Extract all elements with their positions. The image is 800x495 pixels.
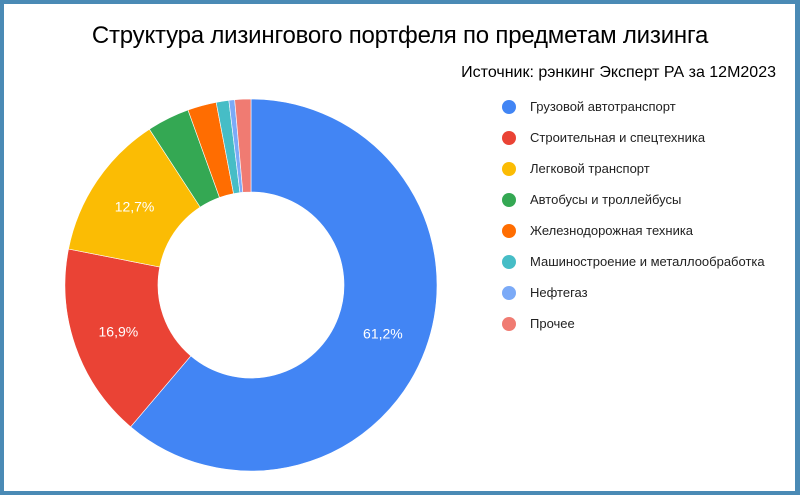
legend-dot-icon	[502, 162, 516, 176]
legend-dot-icon	[502, 193, 516, 207]
donut-value-labels: 61,2% 16,9% 12,7%	[99, 198, 403, 341]
donut-slice[interactable]	[64, 248, 192, 428]
legend-label: Автобусы и троллейбусы	[530, 192, 682, 207]
slice-value-label: 61,2%	[363, 325, 403, 341]
donut-slice[interactable]	[234, 98, 252, 193]
legend-dot-icon	[502, 286, 516, 300]
donut-slices	[64, 98, 438, 472]
legend-item-buses[interactable]: Автобусы и троллейбусы	[502, 190, 765, 221]
chart-subtitle: Источник: рэнкинг Эксперт РА за 12М2023	[461, 64, 776, 81]
legend-dot-icon	[502, 317, 516, 331]
legend-item-machinery[interactable]: Машиностроение и металлообработка	[502, 252, 765, 283]
chart-legend: Грузовой автотранспорт Строительная и сп…	[502, 97, 765, 345]
legend-label: Нефтегаз	[530, 285, 588, 300]
legend-item-cars[interactable]: Легковой транспорт	[502, 159, 765, 190]
legend-label: Машиностроение и металлообработка	[530, 254, 765, 269]
legend-label: Грузовой автотранспорт	[530, 99, 676, 114]
legend-item-railway[interactable]: Железнодорожная техника	[502, 221, 765, 252]
legend-item-trucks[interactable]: Грузовой автотранспорт	[502, 97, 765, 128]
legend-item-oilgas[interactable]: Нефтегаз	[502, 283, 765, 314]
legend-dot-icon	[502, 100, 516, 114]
chart-title: Структура лизингового портфеля по предме…	[91, 22, 709, 49]
slice-value-label: 16,9%	[99, 323, 139, 339]
legend-dot-icon	[502, 131, 516, 145]
legend-item-other[interactable]: Прочее	[502, 314, 765, 345]
donut-slice[interactable]	[130, 98, 438, 472]
legend-label: Железнодорожная техника	[530, 223, 694, 238]
legend-item-construction[interactable]: Строительная и спецтехника	[502, 128, 765, 159]
legend-label: Легковой транспорт	[530, 161, 650, 176]
legend-dot-icon	[502, 224, 516, 238]
slice-value-label: 12,7%	[115, 198, 155, 214]
legend-dot-icon	[502, 255, 516, 269]
legend-label: Строительная и спецтехника	[530, 130, 706, 145]
legend-label: Прочее	[530, 316, 575, 331]
